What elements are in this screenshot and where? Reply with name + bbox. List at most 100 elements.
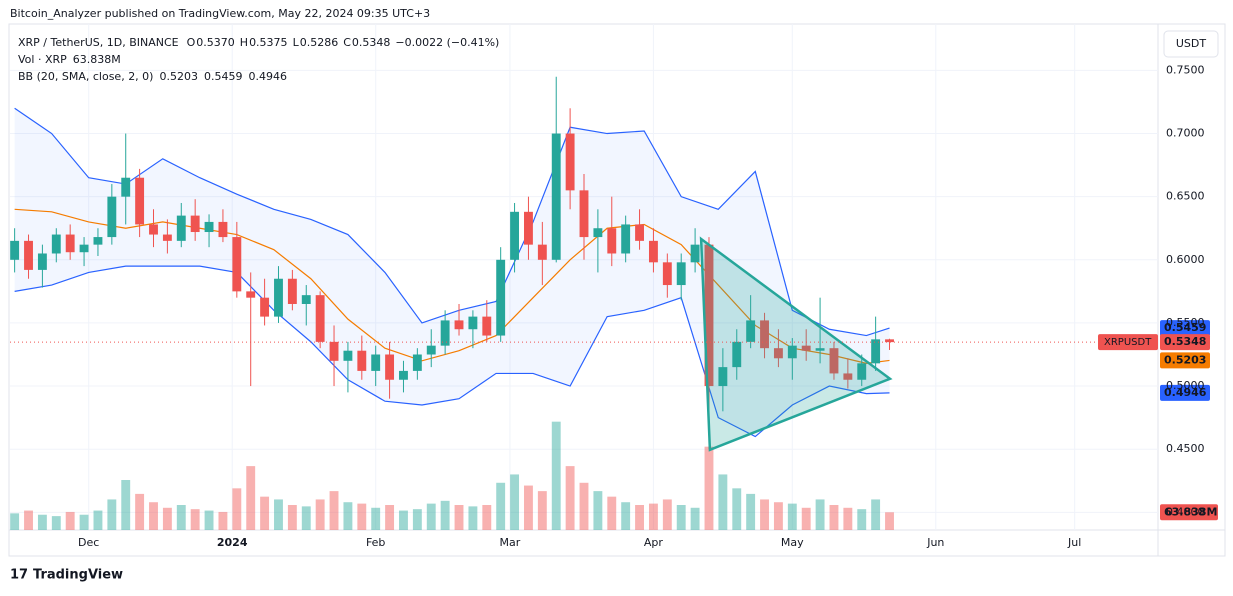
candle-body: [676, 262, 686, 286]
volume-bar: [801, 507, 811, 530]
candle-body: [121, 177, 131, 197]
basis-tag: 0.5203: [1164, 353, 1206, 366]
volume-bar: [107, 499, 117, 530]
volume-bar: [371, 507, 381, 530]
legend: XRP / TetherUS, 1D, BINANCE O 0.5370 H 0.537…: [18, 36, 499, 83]
volume-bar: [343, 502, 353, 530]
candle-body: [565, 133, 575, 191]
close-tag: 0.5348: [1164, 335, 1206, 348]
close-tag-box: [1160, 334, 1210, 351]
volume-bar: [871, 499, 881, 530]
candle-body: [607, 228, 617, 254]
volume-bar: [537, 491, 547, 530]
volume-bar: [496, 482, 506, 530]
candle-body: [246, 291, 256, 298]
candle-body: [371, 354, 381, 371]
candle-body: [412, 354, 422, 371]
volume-bar: [440, 500, 450, 530]
candle-body: [135, 177, 145, 225]
volume-bar: [301, 506, 311, 530]
candle-body: [829, 348, 839, 374]
volume-bar: [149, 502, 158, 530]
volume-bar: [676, 505, 686, 530]
x-tick-label: May: [781, 536, 804, 549]
volume-bar: [635, 505, 644, 530]
volume-bar: [10, 513, 20, 530]
logo-mark: 17: [10, 568, 28, 583]
y-tick-label: 0.6500: [1166, 190, 1205, 203]
candle-body: [537, 244, 547, 260]
candle-body: [107, 196, 117, 238]
currency-label: USDT: [1176, 37, 1207, 50]
volume-bar: [315, 499, 325, 530]
candle-body: [635, 224, 644, 241]
candle-body: [426, 345, 436, 355]
x-tick-label: Feb: [366, 536, 385, 549]
volume-bar: [662, 499, 672, 530]
candle-body: [37, 253, 47, 270]
legend-bb-value: 0.4946: [248, 70, 287, 83]
candle-body: [218, 221, 228, 238]
volume-bar: [510, 474, 520, 530]
candle-body: [343, 350, 353, 361]
candle-body: [329, 341, 339, 361]
volume-bar: [482, 505, 492, 530]
candle-body: [718, 367, 728, 387]
x-tick-label: Jun: [926, 536, 944, 549]
volume-bar: [454, 505, 464, 530]
band-basis: [14, 208, 890, 364]
volume-bar: [565, 466, 575, 530]
y-tick-label: 0.6000: [1166, 253, 1205, 266]
volume-bar: [204, 510, 214, 530]
publish-header: Bitcoin_Analyzer published on TradingVie…: [10, 7, 430, 20]
volume-bar: [190, 509, 200, 530]
candle-body: [801, 345, 811, 351]
volume-bar: [468, 506, 478, 530]
candle-body: [440, 320, 450, 346]
footer-logo: 17 TradingView: [10, 568, 123, 583]
volume-bar: [79, 514, 89, 530]
candle-body: [704, 244, 714, 387]
volume-bar: [579, 482, 589, 530]
volume-bar: [24, 510, 33, 530]
volume-bar: [37, 514, 47, 530]
y-tick-label: 0.4000: [1166, 505, 1205, 518]
x-tick-label: 2024: [217, 536, 248, 549]
legend-ohlc-value: 0.5375: [249, 36, 288, 49]
legend-change: −0.0022 (−0.41%): [395, 36, 499, 49]
symbol-tag: XRPUSDT: [1104, 337, 1152, 348]
candle-body: [385, 354, 395, 380]
legend-ohlc-key: O: [187, 36, 196, 49]
volume-bar: [246, 466, 256, 530]
y-tick-label: 0.7500: [1166, 63, 1205, 76]
volume-bar: [121, 480, 131, 530]
x-tick-label: Apr: [644, 536, 664, 549]
candle-body: [510, 211, 520, 260]
candle-body: [843, 373, 853, 380]
candle-body: [232, 237, 242, 292]
candle-body: [857, 363, 867, 380]
upper-tag-box: [1160, 320, 1210, 337]
candle-body: [315, 295, 325, 342]
volume-bar: [329, 491, 339, 530]
volume-bar: [260, 496, 270, 530]
legend-ohlc-key: H: [240, 36, 248, 49]
upper-tag: 0.5459: [1164, 321, 1206, 334]
x-tick-label: Mar: [500, 536, 521, 549]
candle-body: [662, 262, 672, 286]
volume-bar: [787, 503, 797, 530]
legend-ohlc-value: 0.5286: [300, 36, 339, 49]
legend-symbol: XRP / TetherUS, 1D, BINANCE: [18, 36, 179, 49]
candle-body: [579, 190, 589, 238]
candle-body: [496, 259, 506, 336]
currency-button[interactable]: [1163, 30, 1219, 58]
volume-bar: [829, 505, 839, 530]
candle-body: [162, 234, 172, 241]
volume-bar: [65, 511, 75, 530]
volume-bar: [760, 499, 769, 530]
volume-bar: [426, 503, 436, 530]
chart-frame: [8, 23, 1226, 557]
volume-bar: [274, 499, 283, 530]
candle-body: [260, 297, 270, 317]
legend-ohlc-key: C: [343, 36, 351, 49]
